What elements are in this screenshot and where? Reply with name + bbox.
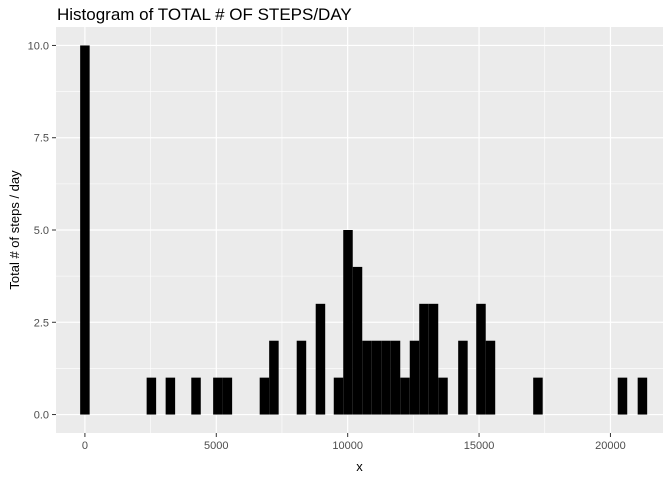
histogram-bar	[428, 303, 439, 415]
histogram-bar	[259, 377, 270, 415]
histogram-bar	[533, 377, 543, 415]
x-tick-label: 10000	[332, 440, 363, 452]
histogram-bar	[191, 377, 201, 415]
histogram-bar	[381, 340, 391, 415]
histogram-bar	[409, 340, 420, 415]
y-tick-label: 5.0	[34, 225, 49, 237]
histogram-bar	[362, 340, 372, 415]
histogram-bar	[343, 230, 353, 415]
y-tick-label: 10.0	[28, 40, 49, 52]
y-tick-label: 0.0	[34, 410, 49, 422]
x-tick-label: 20000	[595, 440, 626, 452]
histogram-bar	[617, 377, 628, 415]
y-axis-title: Total # of steps / day	[7, 170, 22, 290]
histogram-bar	[333, 377, 344, 415]
histogram-bar	[296, 340, 307, 415]
histogram-bar	[400, 377, 410, 415]
x-axis: 0 5000 10000 15000 20000	[82, 433, 626, 452]
histogram-bar	[213, 377, 223, 415]
histogram-bar	[390, 340, 401, 415]
histogram-bar	[438, 377, 448, 415]
y-axis: 0.0 2.5 5.0 7.5 10.0	[28, 40, 56, 422]
histogram-bar	[371, 340, 382, 415]
histogram-bar	[80, 45, 90, 415]
histogram-bar	[637, 377, 648, 415]
y-tick-label: 7.5	[34, 133, 49, 145]
bars	[80, 45, 648, 415]
histogram-bar	[146, 377, 157, 415]
x-tick-label: 5000	[204, 440, 228, 452]
histogram-bar	[222, 377, 233, 415]
x-tick-label: 15000	[464, 440, 495, 452]
y-tick-label: 2.5	[34, 317, 49, 329]
chart-title: Histogram of TOTAL # OF STEPS/DAY	[57, 5, 352, 24]
histogram-bar	[485, 340, 496, 415]
histogram-bar	[458, 340, 468, 415]
x-axis-title: x	[356, 459, 363, 474]
histogram-bar	[352, 266, 363, 415]
histogram-bar	[165, 377, 176, 415]
x-tick-label: 0	[82, 440, 88, 452]
histogram-bar	[269, 340, 279, 415]
histogram-bar	[419, 303, 429, 415]
histogram-bar	[315, 303, 326, 415]
histogram-bar	[476, 303, 486, 415]
